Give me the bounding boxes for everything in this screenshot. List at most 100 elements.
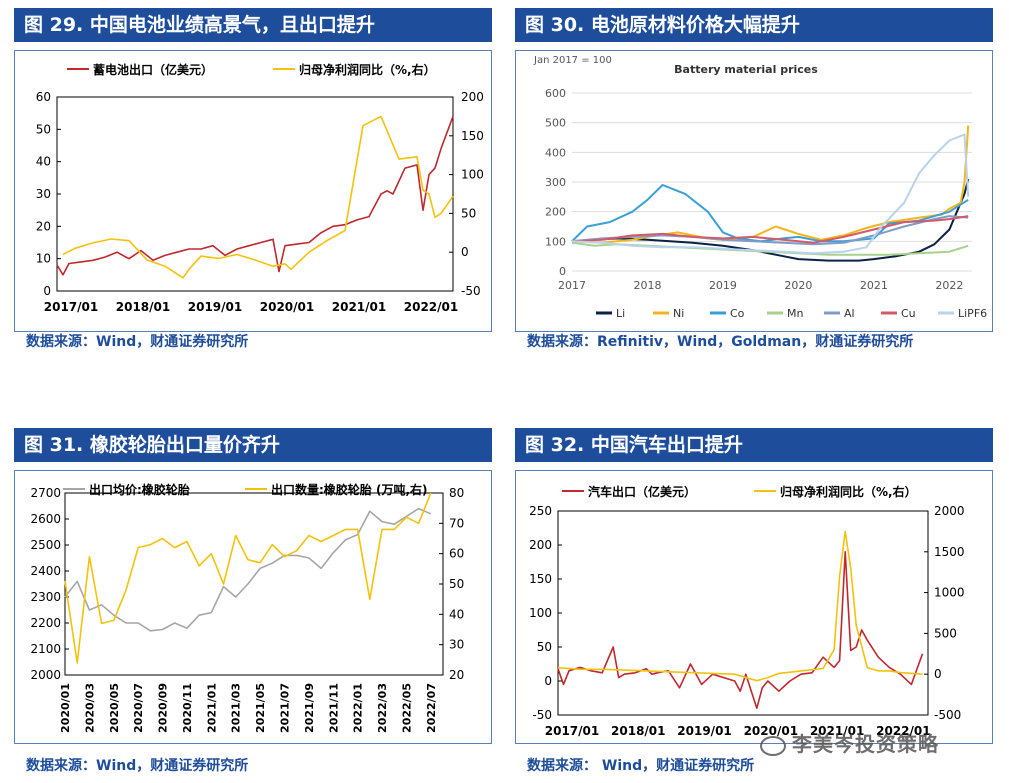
legend-label: 归母净利润同比（%,右） — [299, 62, 436, 77]
y-tick-label: 2300 — [30, 590, 61, 604]
wechat-icon — [760, 735, 786, 756]
chart-title: Battery material prices — [674, 63, 818, 76]
legend-label: Mn — [787, 307, 803, 320]
y-tick-label: 150 — [529, 572, 552, 586]
y2-tick-label: 70 — [449, 516, 464, 530]
legend-label: 归母净利润同比（%,右） — [780, 484, 917, 499]
x-tick-label: 2020/03 — [83, 683, 96, 733]
y2-tick-label: 80 — [449, 486, 464, 500]
x-tick-label: 2022/01 — [404, 300, 458, 314]
x-tick-label: 2021/05 — [254, 683, 267, 733]
x-tick-label: 2021 — [860, 279, 888, 292]
y-tick-label: 30 — [36, 187, 51, 201]
y2-tick-label: 1000 — [934, 586, 965, 600]
y2-tick-label: 50 — [449, 577, 464, 591]
panel-title: 图 29. 中国电池业绩高景气，且出口提升 — [14, 8, 492, 42]
x-tick-label: 2020/07 — [132, 683, 145, 733]
x-tick-label: 2019/01 — [188, 300, 242, 314]
x-tick-label: 2020/01 — [260, 300, 314, 314]
y2-tick-label: 40 — [449, 607, 464, 621]
legend-label: Li — [616, 307, 625, 320]
series-line-7 — [571, 133, 970, 255]
x-tick-label: 2022/01 — [876, 724, 930, 738]
y-tick-label: 2600 — [30, 512, 61, 526]
x-tick-label: 2018/01 — [116, 300, 170, 314]
chart-battery-export: 0 10 20 30 40 50 60 -50 0 50 100 150 200 2017/01 2018/… — [36, 62, 484, 314]
y-tick-label: 10 — [36, 252, 51, 266]
y-tick-label: 100 — [545, 235, 566, 248]
chart-tire-export: 2000 2100 2200 2300 2400 2500 2600 2700 20 30 40 50… — [30, 482, 464, 733]
x-tick-label: 2020 — [784, 279, 812, 292]
x-tick-label: 2021/07 — [278, 683, 291, 733]
y2-tick-label: 0 — [934, 667, 942, 681]
y2-tick-label: 100 — [461, 168, 484, 182]
source-note: 数据来源： Wind，财通证券研究所 — [527, 758, 755, 774]
x-tick-label: 2020/01 — [59, 683, 72, 733]
series-line-1 — [571, 178, 970, 262]
y-tick-label: 200 — [529, 538, 552, 552]
y-tick-label: 20 — [36, 219, 51, 233]
x-tick-label: 2017/01 — [44, 300, 98, 314]
y-tick-label: 50 — [36, 122, 51, 136]
legend-label: Cu — [901, 307, 916, 320]
series-line-1 — [56, 116, 454, 276]
legend-label: 蓄电池出口（亿美元） — [93, 62, 213, 77]
watermark: 李美岑投资策略 — [760, 728, 978, 756]
y2-tick-label: 60 — [449, 547, 464, 561]
y-tick-label: 100 — [529, 606, 552, 620]
y-tick-label: 2500 — [30, 538, 61, 552]
y-tick-label: 2400 — [30, 564, 61, 578]
x-tick-label: 2018/01 — [611, 724, 665, 738]
y2-tick-label: 500 — [934, 626, 957, 640]
x-tick-label: 2020/05 — [108, 683, 121, 733]
chart-box: -50 0 50 100 150 200 250 -500 0 500 1000 1500 2000 20… — [515, 470, 993, 744]
x-tick-label: 2020/09 — [157, 683, 170, 733]
x-tick-label: 2021/01 — [810, 724, 864, 738]
source-note: 数据来源：Wind，财通证券研究所 — [26, 334, 249, 350]
y2-tick-label: -50 — [461, 284, 481, 298]
y-tick-label: 0 — [43, 284, 51, 298]
series-line-1 — [557, 551, 924, 709]
y-tick-label: 2200 — [30, 616, 61, 630]
series-line-2 — [557, 530, 923, 682]
series-line-2 — [64, 492, 432, 664]
series-line-1 — [64, 507, 432, 632]
legend-label: 出口数量:橡胶轮胎 (万吨,右) — [271, 482, 428, 497]
y-tick-label: 500 — [545, 117, 566, 130]
panel-title: 图 30. 电池原材料价格大幅提升 — [515, 8, 993, 42]
legend-label: 汽车出口（亿美元） — [588, 484, 696, 499]
y2-tick-label: 0 — [461, 245, 469, 259]
x-tick-label: 2021/03 — [230, 683, 243, 733]
source-note: 数据来源：Wind，财通证券研究所 — [26, 758, 249, 774]
y-tick-label: 40 — [36, 155, 51, 169]
x-tick-label: 2022/01 — [352, 683, 365, 733]
legend-label: 出口均价:橡胶轮胎 — [89, 482, 190, 497]
y-tick-label: 0 — [559, 265, 566, 278]
x-tick-label: 2017/01 — [545, 724, 599, 738]
y-tick-label: 2000 — [30, 668, 61, 682]
y-tick-label: 60 — [36, 90, 51, 104]
source-note: 数据来源：Refinitiv，Wind，Goldman，财通证券研究所 — [527, 334, 914, 350]
x-tick-label: 2017 — [558, 279, 586, 292]
watermark-text: 李美岑投资策略 — [792, 732, 939, 756]
y2-tick-label: 150 — [461, 129, 484, 143]
legend-label: Ni — [673, 307, 684, 320]
x-tick-label: 2020/01 — [744, 724, 798, 738]
x-tick-label: 2022 — [935, 279, 963, 292]
y2-tick-label: 30 — [449, 638, 464, 652]
x-tick-label: 2021/01 — [205, 683, 218, 733]
legend-label: Al — [844, 307, 855, 320]
y2-tick-label: 1500 — [934, 545, 965, 559]
series-line-6 — [571, 215, 969, 244]
series-line-2 — [62, 115, 454, 279]
x-tick-label: 2020/11 — [181, 683, 194, 733]
legend-label: LiPF6 — [958, 307, 987, 320]
y-tick-label: 250 — [529, 504, 552, 518]
chart-box: 0 10 20 30 40 50 60 -50 0 50 100 150 200 2017/01 2018/… — [14, 50, 492, 332]
y2-tick-label: -500 — [934, 708, 961, 722]
chart-subtitle: Jan 2017 = 100 — [533, 55, 612, 66]
panel-title: 图 32. 中国汽车出口提升 — [515, 428, 993, 462]
y-tick-label: 200 — [545, 206, 566, 219]
chart-box: 2000 2100 2200 2300 2400 2500 2600 2700 20 30 40 50… — [14, 470, 492, 744]
y-tick-label: 2700 — [30, 486, 61, 500]
